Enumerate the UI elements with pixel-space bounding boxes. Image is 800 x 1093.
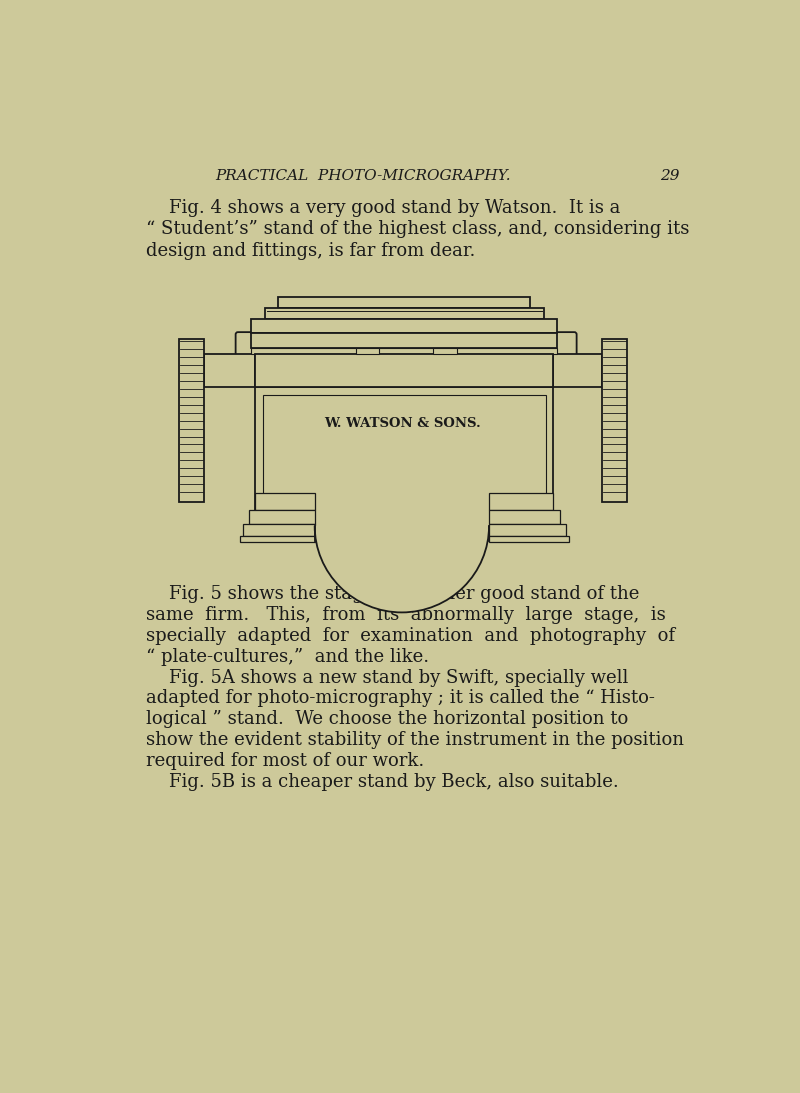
Bar <box>356 349 379 354</box>
Bar <box>554 354 602 387</box>
Bar <box>242 524 314 537</box>
Text: “ plate-cultures,”  and the like.: “ plate-cultures,” and the like. <box>146 648 430 666</box>
Bar <box>489 493 554 510</box>
Text: specially  adapted  for  examination  and  photography  of: specially adapted for examination and ph… <box>146 627 675 645</box>
Bar <box>314 526 489 541</box>
Bar <box>278 296 530 308</box>
Text: design and fittings, is far from dear.: design and fittings, is far from dear. <box>146 242 476 260</box>
Text: 29: 29 <box>660 168 679 183</box>
FancyBboxPatch shape <box>236 332 258 377</box>
Wedge shape <box>314 526 489 612</box>
Bar <box>255 387 554 539</box>
Bar <box>204 354 255 387</box>
Text: adapted for photo-micrography ; it is called the “ Histo-: adapted for photo-micrography ; it is ca… <box>146 690 655 707</box>
Bar <box>602 339 627 503</box>
Text: Fig. 4 shows a very good stand by Watson.  It is a: Fig. 4 shows a very good stand by Watson… <box>146 199 621 216</box>
Bar <box>434 349 457 354</box>
Text: PRACTICAL  PHOTO-MICROGRAPHY.: PRACTICAL PHOTO-MICROGRAPHY. <box>216 168 511 183</box>
Bar <box>251 349 558 354</box>
Bar <box>239 537 314 542</box>
Text: logical ” stand.  We choose the horizontal position to: logical ” stand. We choose the horizonta… <box>146 710 629 728</box>
Bar <box>251 319 558 333</box>
Bar <box>251 333 558 349</box>
Text: show the evident stability of the instrument in the position: show the evident stability of the instru… <box>146 731 685 749</box>
Bar <box>489 524 566 537</box>
Text: Fig. 5A shows a new stand by Swift, specially well: Fig. 5A shows a new stand by Swift, spec… <box>146 669 629 686</box>
Text: W. WATSON & SONS.: W. WATSON & SONS. <box>324 418 481 431</box>
Bar <box>179 339 204 503</box>
Bar <box>265 308 544 319</box>
Bar <box>255 354 554 387</box>
Text: same  firm.   This,  from  its  abnormally  large  stage,  is: same firm. This, from its abnormally lar… <box>146 607 666 624</box>
Bar <box>262 395 546 539</box>
Text: required for most of our work.: required for most of our work. <box>146 752 425 769</box>
FancyBboxPatch shape <box>555 332 577 377</box>
Text: Fig. 5 shows the stage of another good stand of the: Fig. 5 shows the stage of another good s… <box>146 586 640 603</box>
Bar <box>489 537 569 542</box>
Bar <box>249 510 314 524</box>
Text: “ Student’s” stand of the highest class, and, considering its: “ Student’s” stand of the highest class,… <box>146 221 690 238</box>
Text: Fig. 5.: Fig. 5. <box>378 560 426 574</box>
Bar <box>489 510 559 524</box>
Bar <box>255 493 314 510</box>
Text: Fig. 5B is a cheaper stand by Beck, also suitable.: Fig. 5B is a cheaper stand by Beck, also… <box>146 773 619 790</box>
